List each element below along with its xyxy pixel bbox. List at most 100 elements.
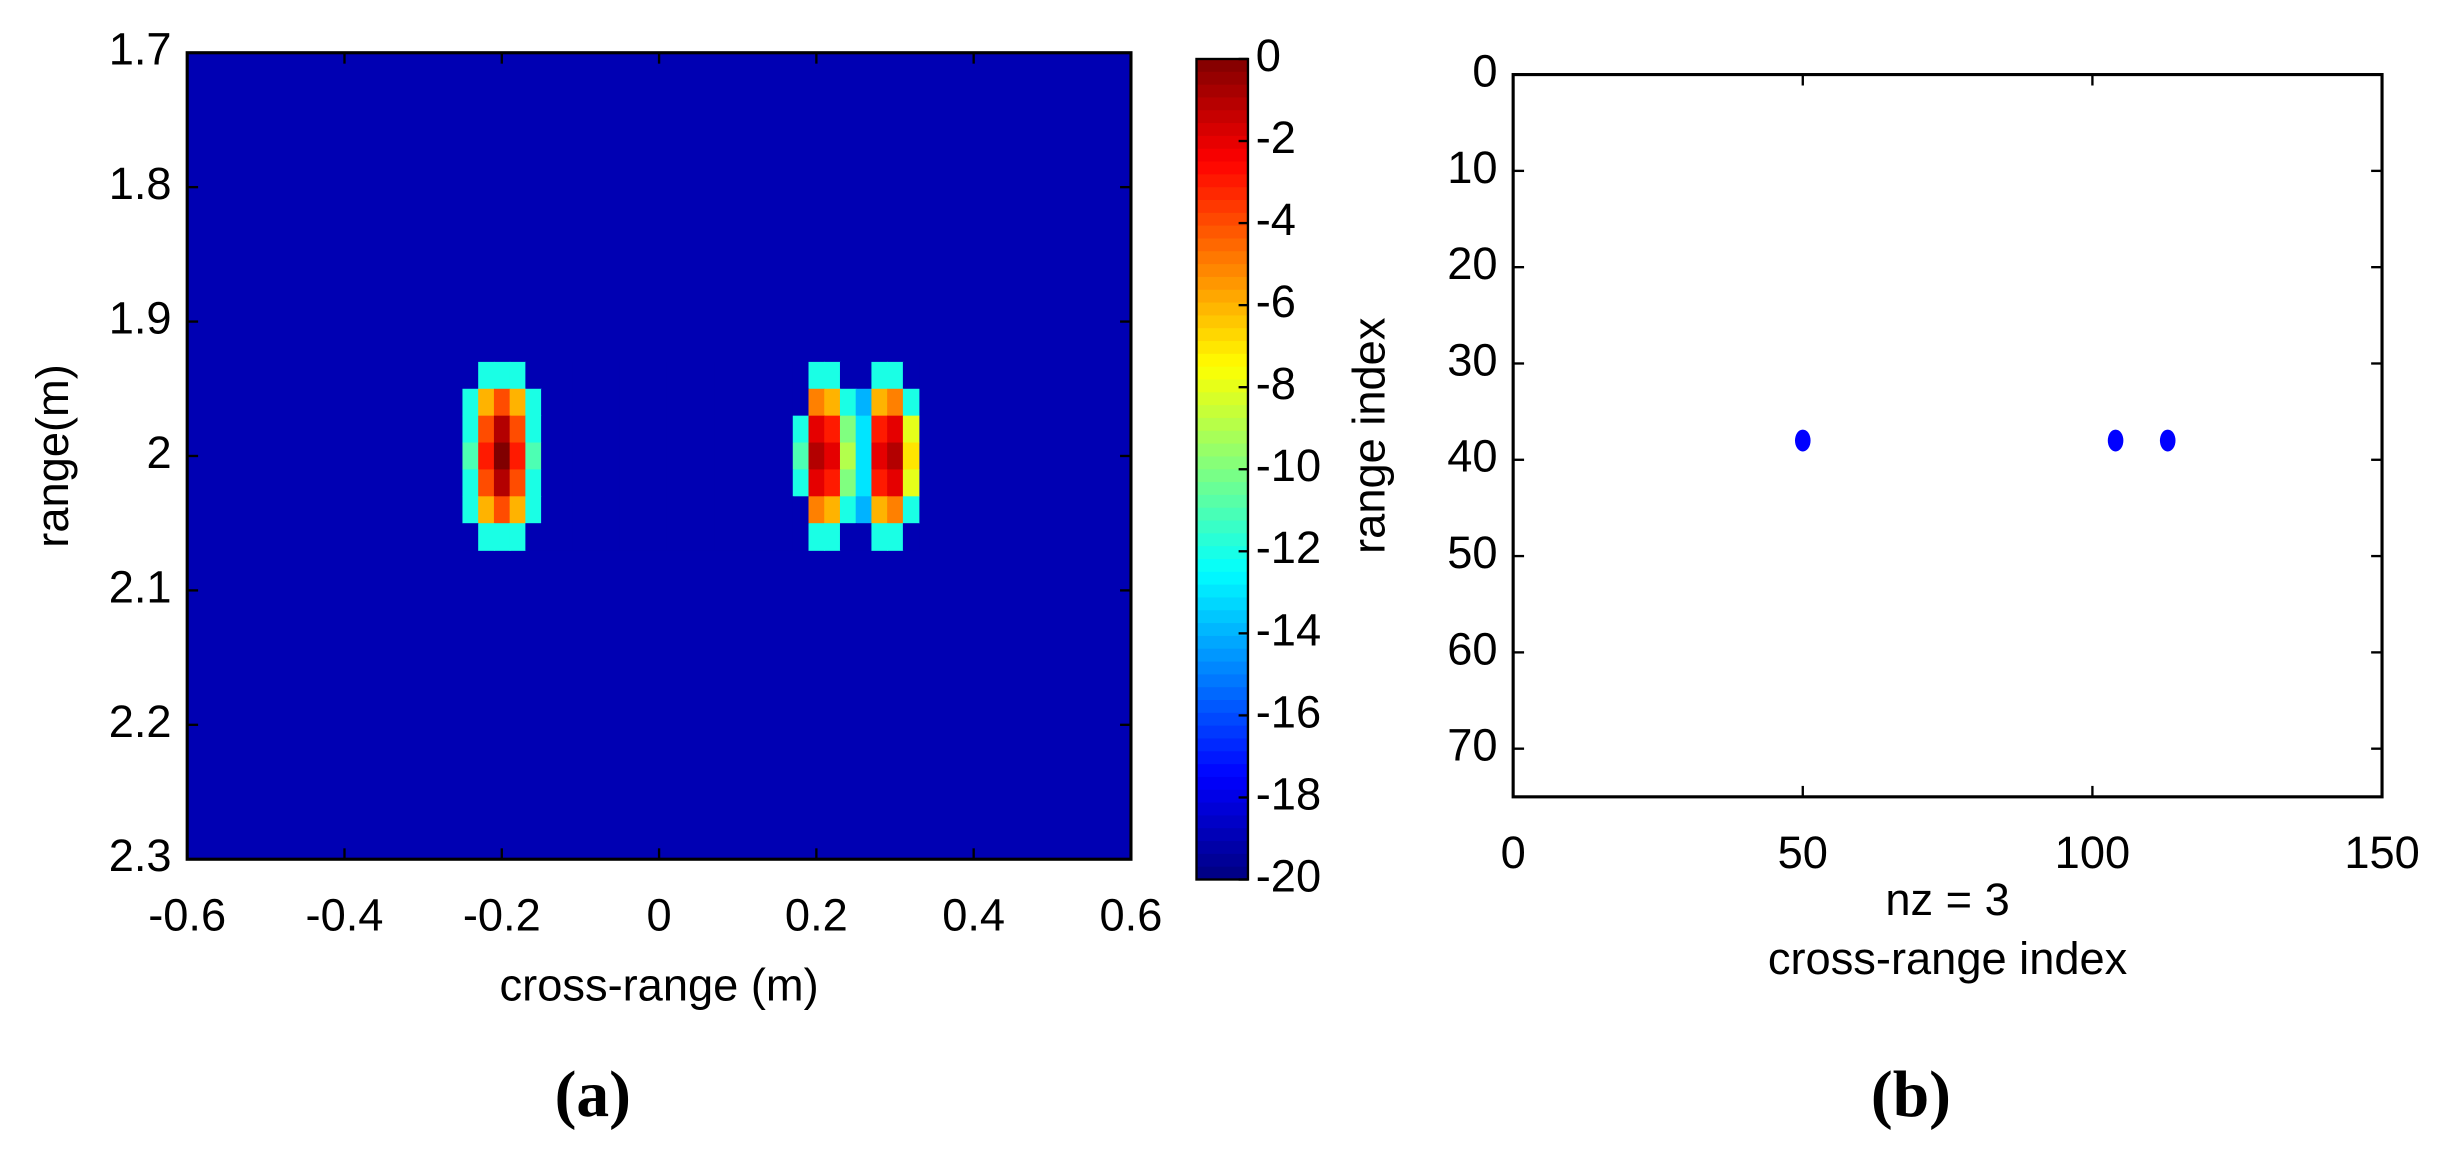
heatmap-cell [682,415,700,444]
heatmap-cell [887,361,904,390]
heatmap-cell [698,523,715,551]
chart-panel: 0 -2 -4 -6 -8 -10 -12 -14 -16 -18 -20 -0.6 -0.4 -0.2 0… [27,24,1321,1131]
colorbar-step [1196,571,1248,586]
heatmap-cell [777,523,794,551]
heatmap-cell [493,523,511,551]
heatmap-cell [509,496,527,524]
x-tick-label: -0.2 [463,889,541,940]
y-tick-label: 0 [1472,46,1497,97]
heatmap-cell [588,469,605,498]
heatmap-cell [462,496,479,524]
heatmap-cell [887,415,904,444]
heatmap-cell [588,388,605,417]
heatmap-cell [635,523,652,551]
heatmap-cell [792,523,810,551]
heatmap-cell [682,523,700,551]
colorbar-step [1196,97,1248,112]
colorbar-step [1196,443,1248,458]
heatmap-cell [761,469,778,498]
colorbar-step [1196,264,1248,278]
colorbar-tick-label: -2 [1256,112,1296,163]
heatmap-cell [525,469,542,498]
heatmap-cell [572,496,590,524]
heatmap-cell [635,388,652,417]
colorbar-tick-label: -4 [1256,194,1296,245]
heatmap-cell [887,469,904,498]
colorbar-step [1196,187,1248,201]
heatmap-cell [808,388,826,417]
heatmap-cell [651,361,668,390]
heatmap-cell [588,361,605,390]
heatmap-cell [635,361,652,390]
colorbar-step [1196,828,1248,842]
y-axis-label: range(m) [27,364,78,547]
heatmap-cell [745,496,763,524]
heatmap-cell [824,388,841,417]
heatmap-cell [572,523,590,551]
colorbar-step [1196,392,1248,406]
heatmap-cell [761,442,778,471]
heatmap-cell [777,496,794,524]
heatmap-cell [761,523,778,551]
heatmap-cell [682,388,700,417]
colorbar-step [1196,751,1248,765]
heatmap-cell [824,469,841,498]
y-tick-label: 1.9 [109,293,172,344]
y-tick-label: 30 [1447,334,1497,385]
heatmap-cell [541,469,558,498]
heatmap-cell [556,415,574,444]
heatmap-cell [635,442,652,471]
y-tick-label: 50 [1447,527,1497,578]
y-tick-label: 2.1 [109,561,172,612]
colorbar-step [1196,315,1248,329]
colorbar-tick-label: -18 [1256,768,1321,819]
colorbar-step [1196,276,1248,291]
heatmap-cell [572,415,590,444]
colorbar-tick-label: 0 [1256,30,1281,81]
heatmap-cell [729,496,747,524]
colorbar-step [1196,289,1248,304]
heatmap-cell [509,442,527,471]
y-tick-label: 70 [1447,720,1497,771]
heatmap-cell [729,523,747,551]
scatter-point [2107,429,2124,452]
heatmap-cell [855,415,873,444]
colorbar-step [1196,174,1248,188]
colorbar-step [1196,738,1248,753]
heatmap-cell [493,415,511,444]
colorbar-step [1196,635,1248,650]
colorbar-step [1196,456,1248,471]
heatmap-cell [698,361,715,390]
heatmap-cell [462,361,479,390]
heatmap-cell [666,415,684,444]
heatmap-cell [619,361,637,390]
heatmap-cell [887,388,904,417]
heatmap-cell [729,415,747,444]
colorbar-step [1196,341,1248,355]
colorbar-step [1196,302,1248,317]
heatmap-cell [745,361,763,390]
colorbar-step [1196,674,1248,688]
colorbar-step [1196,123,1248,137]
heatmap-cell [839,496,857,524]
heatmap-cell [509,361,527,390]
heatmap-cell [604,388,621,417]
heatmap-cell [478,496,495,524]
heatmap-cell [792,496,810,524]
heatmap-cell [604,442,621,471]
colorbar-step [1196,520,1248,535]
colorbar-step [1196,841,1248,855]
heatmap-cell [729,442,747,471]
heatmap-cell [714,442,731,471]
y-tick-label: 20 [1447,238,1497,289]
colorbar-step [1196,225,1248,240]
colorbar-step [1196,58,1248,73]
colorbar-step [1196,469,1248,483]
heatmap-cell [871,442,888,471]
heatmap-cell [714,361,731,390]
heatmap-cell [525,361,542,390]
colorbar-step [1196,815,1248,830]
heatmap-cell [619,469,637,498]
heatmap-cell [714,523,731,551]
heatmap-cell [619,442,637,471]
